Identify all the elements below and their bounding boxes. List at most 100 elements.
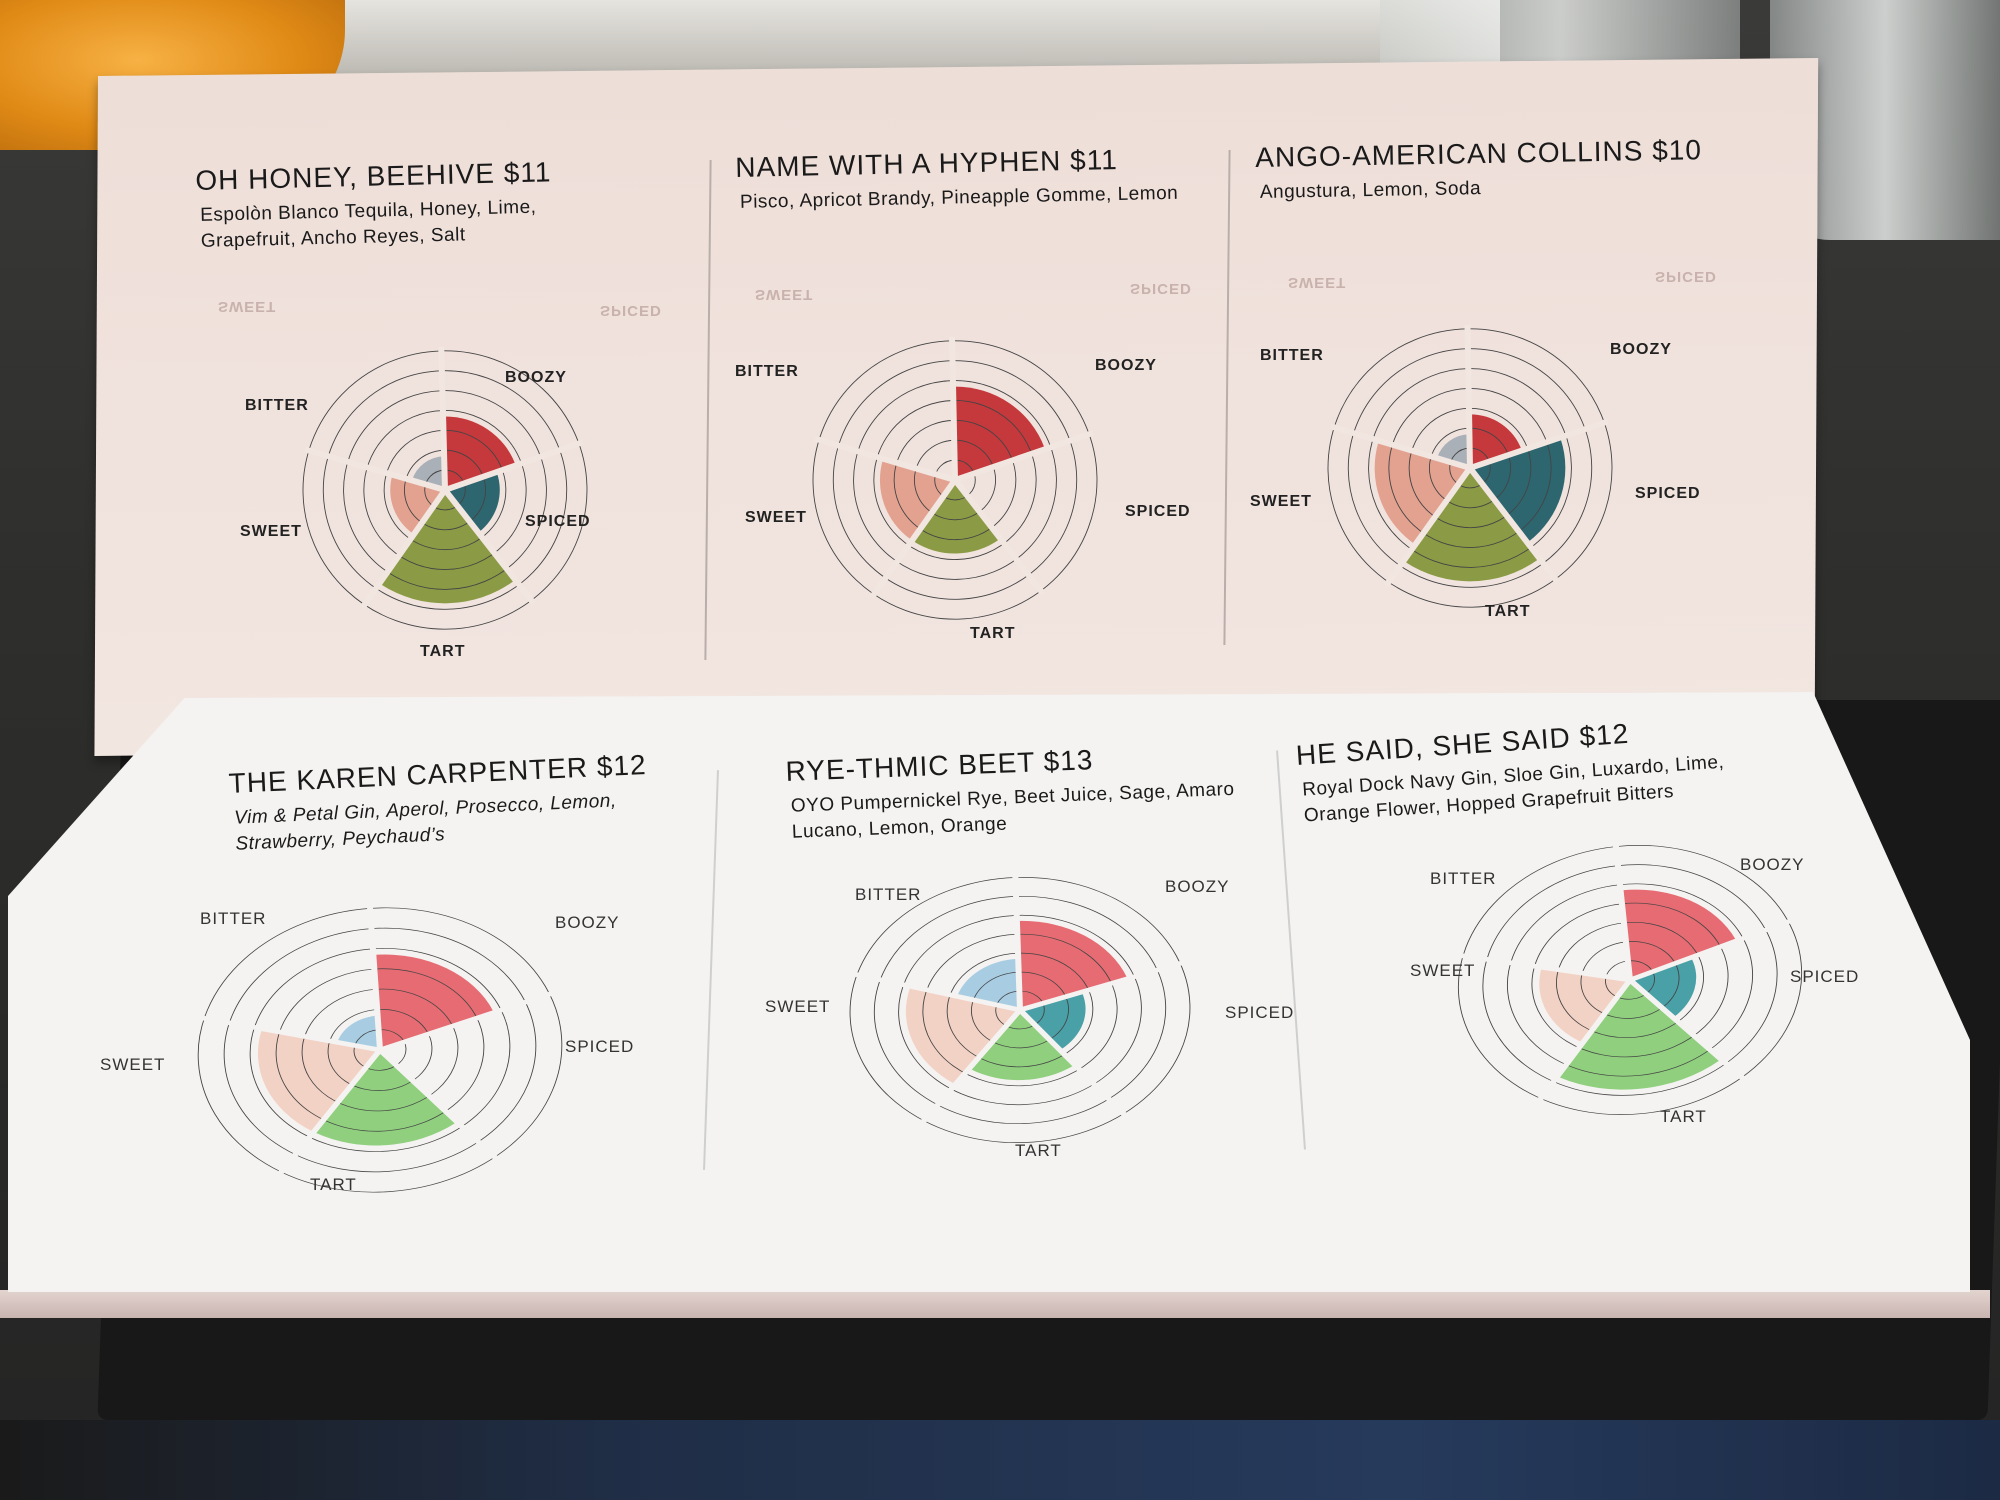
wheel-spoke [852, 971, 1021, 1013]
wedge-sweet [1539, 968, 1630, 1043]
axis-label-spiced: SPICED [525, 513, 591, 530]
wheel-spoke [199, 1015, 381, 1053]
wedge-tart [1405, 468, 1538, 582]
axis-label-tart: TART [1485, 603, 1530, 620]
jeans [0, 1420, 2000, 1500]
wheel-spoke [1018, 960, 1185, 1013]
axis-label-boozy: BOOZY [1610, 341, 1672, 358]
wedge-sweet [879, 460, 955, 540]
wheel-spoke [1012, 874, 1023, 1011]
wheel-spoke [954, 430, 1094, 483]
axis-label-boozy: BOOZY [1095, 357, 1157, 374]
wheel-spoke [378, 990, 555, 1053]
axis-label-tart: TART [1015, 1141, 1062, 1160]
axis-label-bitter: BITTER [200, 909, 266, 928]
wheel-spoke [952, 478, 1046, 596]
reflection-sweet-1: SWEET [218, 298, 277, 315]
wedge-boozy [1470, 414, 1522, 468]
wedge-boozy [444, 416, 516, 490]
wheel-spoke [304, 446, 446, 493]
flavor-wheel-4: BOOZY SPICED TART SWEET BITTER [100, 905, 634, 1194]
wheel-spoke [1627, 978, 1747, 1082]
axis-label-spiced: SPICED [565, 1037, 634, 1056]
page-stack-edge [0, 1290, 1990, 1318]
wheel-spoke [869, 478, 958, 600]
axis-label-bitter: BITTER [855, 885, 921, 904]
wheel-spoke [359, 488, 448, 610]
axis-label-sweet: SWEET [1250, 493, 1312, 510]
wheel-spoke [276, 1048, 383, 1176]
wheel-spoke [1467, 466, 1561, 585]
axis-label-boozy: BOOZY [1165, 877, 1230, 896]
reflection-spiced-1: SPICED [600, 302, 662, 319]
flavor-wheel-3: BOOZY SPICED TART SWEET BITTER [1250, 324, 1700, 620]
axis-label-spiced: SPICED [1790, 967, 1859, 986]
axis-label-boozy: BOOZY [555, 913, 620, 932]
flavor-wheel-2: BOOZY SPICED TART SWEET BITTER [735, 336, 1190, 642]
reflection-sweet-2: SWEET [755, 286, 814, 303]
wheel-spoke [1464, 324, 1473, 469]
flavor-wheel-5: BOOZY SPICED TART SWEET BITTER [765, 874, 1294, 1160]
flavor-wheel-6: BOOZY SPICED TART SWEET BITTER [1410, 843, 1859, 1126]
wedge-bitter [957, 958, 1020, 1010]
wheel-group [812, 336, 1098, 620]
axis-label-sweet: SWEET [745, 509, 807, 526]
wheel-group [1327, 324, 1613, 608]
reflection-spiced-3: SPICED [1655, 268, 1717, 285]
wheel-spoke [1383, 466, 1473, 587]
axis-label-sweet: SWEET [100, 1055, 165, 1074]
wheel-spoke [438, 346, 448, 491]
wedge-tart [315, 1050, 456, 1146]
wheel-spoke [1458, 952, 1631, 983]
wheel-spoke [1017, 1008, 1129, 1118]
wedge-sweet [257, 1030, 380, 1132]
wheel-spoke [949, 336, 958, 481]
wedge-spiced [1470, 439, 1566, 542]
axis-label-sweet: SWEET [1410, 961, 1475, 980]
wheel-group [1457, 843, 1803, 1115]
wedge-boozy [375, 954, 494, 1050]
wheel-spoke [1469, 418, 1610, 471]
wedge-spiced [1630, 958, 1697, 1017]
axis-label-boozy: BOOZY [1740, 855, 1805, 874]
wheel-spoke [1612, 843, 1633, 981]
wheel-group [197, 905, 563, 1193]
axis-label-bitter: BITTER [1260, 347, 1324, 364]
wheel-spoke [444, 439, 584, 493]
axis-label-spiced: SPICED [1125, 503, 1191, 520]
axis-label-bitter: BITTER [1430, 869, 1496, 888]
wheel-spoke [366, 905, 383, 1051]
wedge-boozy [1018, 920, 1127, 1010]
wheel-spoke [919, 1008, 1023, 1125]
axis-label-sweet: SWEET [765, 997, 830, 1016]
wheel-spoke [1329, 423, 1471, 471]
axis-label-spiced: SPICED [1225, 1003, 1294, 1022]
reflection-spiced-2: SPICED [1130, 280, 1192, 297]
axis-label-tart: TART [310, 1175, 357, 1194]
axis-label-bitter: BITTER [245, 397, 309, 414]
axis-label-boozy: BOOZY [505, 369, 567, 386]
wheel-group [302, 346, 588, 630]
wheel-spoke [377, 1048, 500, 1162]
axis-label-tart: TART [1660, 1107, 1707, 1126]
wheel-spoke [1536, 978, 1633, 1103]
wedge-sweet [905, 987, 1020, 1084]
wheel-spoke [814, 435, 956, 483]
wedge-sweet [390, 475, 445, 534]
axis-label-spiced: SPICED [1635, 485, 1701, 502]
wedge-tart [381, 490, 514, 604]
wedge-tart [1559, 980, 1720, 1090]
axis-label-bitter: BITTER [735, 363, 799, 380]
axis-label-tart: TART [420, 643, 465, 660]
flavor-wheel-1: BOOZY SPICED TART SWEET BITTER [240, 346, 591, 660]
wheel-spoke [1628, 918, 1794, 983]
reflection-sweet-3: SWEET [1288, 274, 1347, 291]
drink-ingredients: Espolòn Blanco Tequila, Honey, Lime, Gra… [199, 196, 537, 252]
wedge-boozy [954, 386, 1045, 480]
axis-label-sweet: SWEET [240, 523, 302, 540]
axis-label-tart: TART [970, 625, 1015, 642]
wedge-sweet [1374, 442, 1470, 544]
wheel-group [849, 874, 1191, 1144]
wheel-spoke [442, 488, 537, 606]
